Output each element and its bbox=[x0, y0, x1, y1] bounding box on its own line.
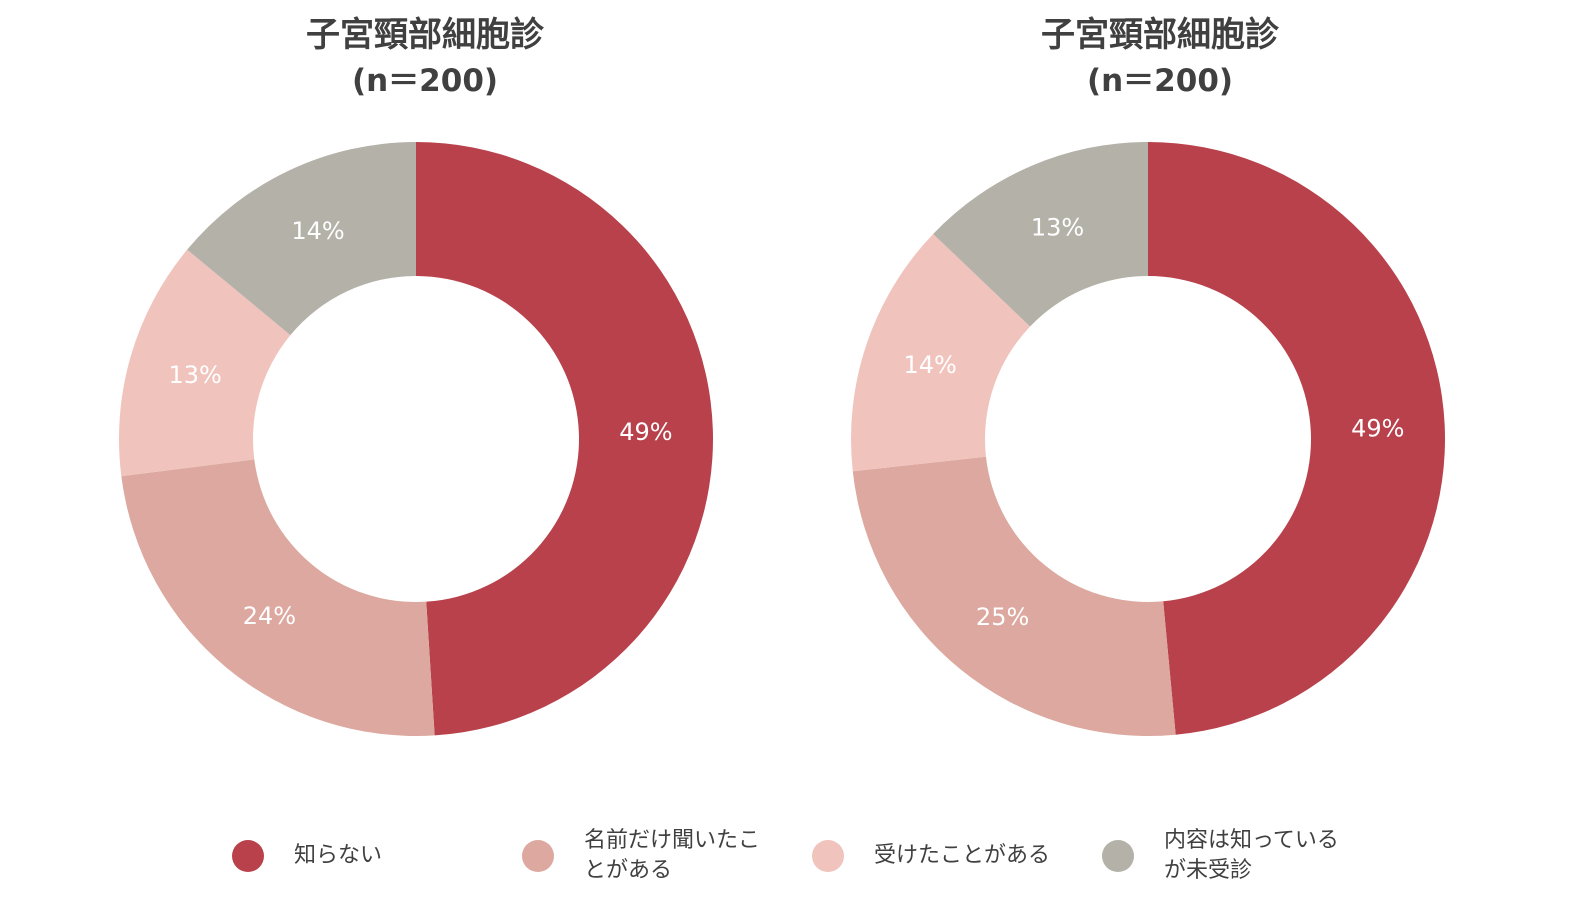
donut-slice bbox=[416, 142, 713, 736]
donut-slice bbox=[187, 142, 416, 336]
legend-label: 内容は知っている が未受診 bbox=[1164, 826, 1339, 886]
donut-slice bbox=[852, 456, 1176, 737]
slice-data-label: 13% bbox=[1031, 214, 1084, 242]
chart-legend: 知らない 名前だけ聞いたこ とがある 受けたことがある 内容は知っている が未受… bbox=[0, 818, 1596, 898]
slice-data-label: 13% bbox=[168, 361, 221, 389]
legend-swatch bbox=[812, 840, 844, 872]
legend-label: 名前だけ聞いたこ とがある bbox=[584, 826, 760, 886]
legend-swatch bbox=[1102, 840, 1134, 872]
chart-subtitle: (n＝200) bbox=[351, 63, 499, 99]
legend-label-line: が未受診 bbox=[1164, 858, 1253, 883]
legend-swatch bbox=[232, 840, 264, 872]
legend-swatch bbox=[522, 840, 554, 872]
donut-slice bbox=[119, 249, 291, 477]
legend-item-shiranai: 知らない bbox=[232, 818, 382, 894]
slice-data-label: 25% bbox=[976, 603, 1029, 631]
chart-title: 子宮頸部細胞診 bbox=[1041, 15, 1279, 55]
legend-label: 知らない bbox=[294, 841, 382, 871]
slice-data-label: 14% bbox=[903, 351, 956, 379]
donut-plot: 49% 24% 13% 14% bbox=[119, 142, 713, 736]
donut-chart-right: 子宮頸部細胞診 (n＝200) 49% 25% 14% 13% bbox=[780, 0, 1540, 780]
legend-label-line: 知らない bbox=[294, 843, 383, 868]
legend-label-line: とがある bbox=[584, 858, 673, 883]
donut-slice bbox=[933, 142, 1148, 327]
slice-data-label: 49% bbox=[619, 418, 672, 446]
legend-item-naiyo: 内容は知っている が未受診 bbox=[1102, 818, 1339, 894]
chart-subtitle: (n＝200) bbox=[1086, 63, 1234, 99]
legend-item-namae: 名前だけ聞いたこ とがある bbox=[522, 818, 760, 894]
donut-plot: 49% 25% 14% 13% bbox=[851, 142, 1446, 737]
donut-slice bbox=[1148, 142, 1446, 735]
donut-slice bbox=[851, 233, 1031, 472]
slice-data-label: 24% bbox=[243, 602, 296, 630]
legend-label: 受けたことがある bbox=[874, 841, 1050, 871]
chart-title: 子宮頸部細胞診 bbox=[306, 15, 544, 55]
donut-chart-left: 子宮頸部細胞診 (n＝200) 49% 24% 13% 14% bbox=[45, 0, 805, 780]
legend-label-line: 名前だけ聞いたこ bbox=[584, 828, 761, 853]
legend-label-line: 受けたことがある bbox=[874, 843, 1051, 868]
legend-label-line: 内容は知っている bbox=[1164, 828, 1339, 853]
donut-slice bbox=[121, 459, 435, 736]
legend-item-uketa: 受けたことがある bbox=[812, 818, 1050, 894]
slice-data-label: 14% bbox=[291, 217, 344, 245]
slice-data-label: 49% bbox=[1351, 414, 1404, 442]
